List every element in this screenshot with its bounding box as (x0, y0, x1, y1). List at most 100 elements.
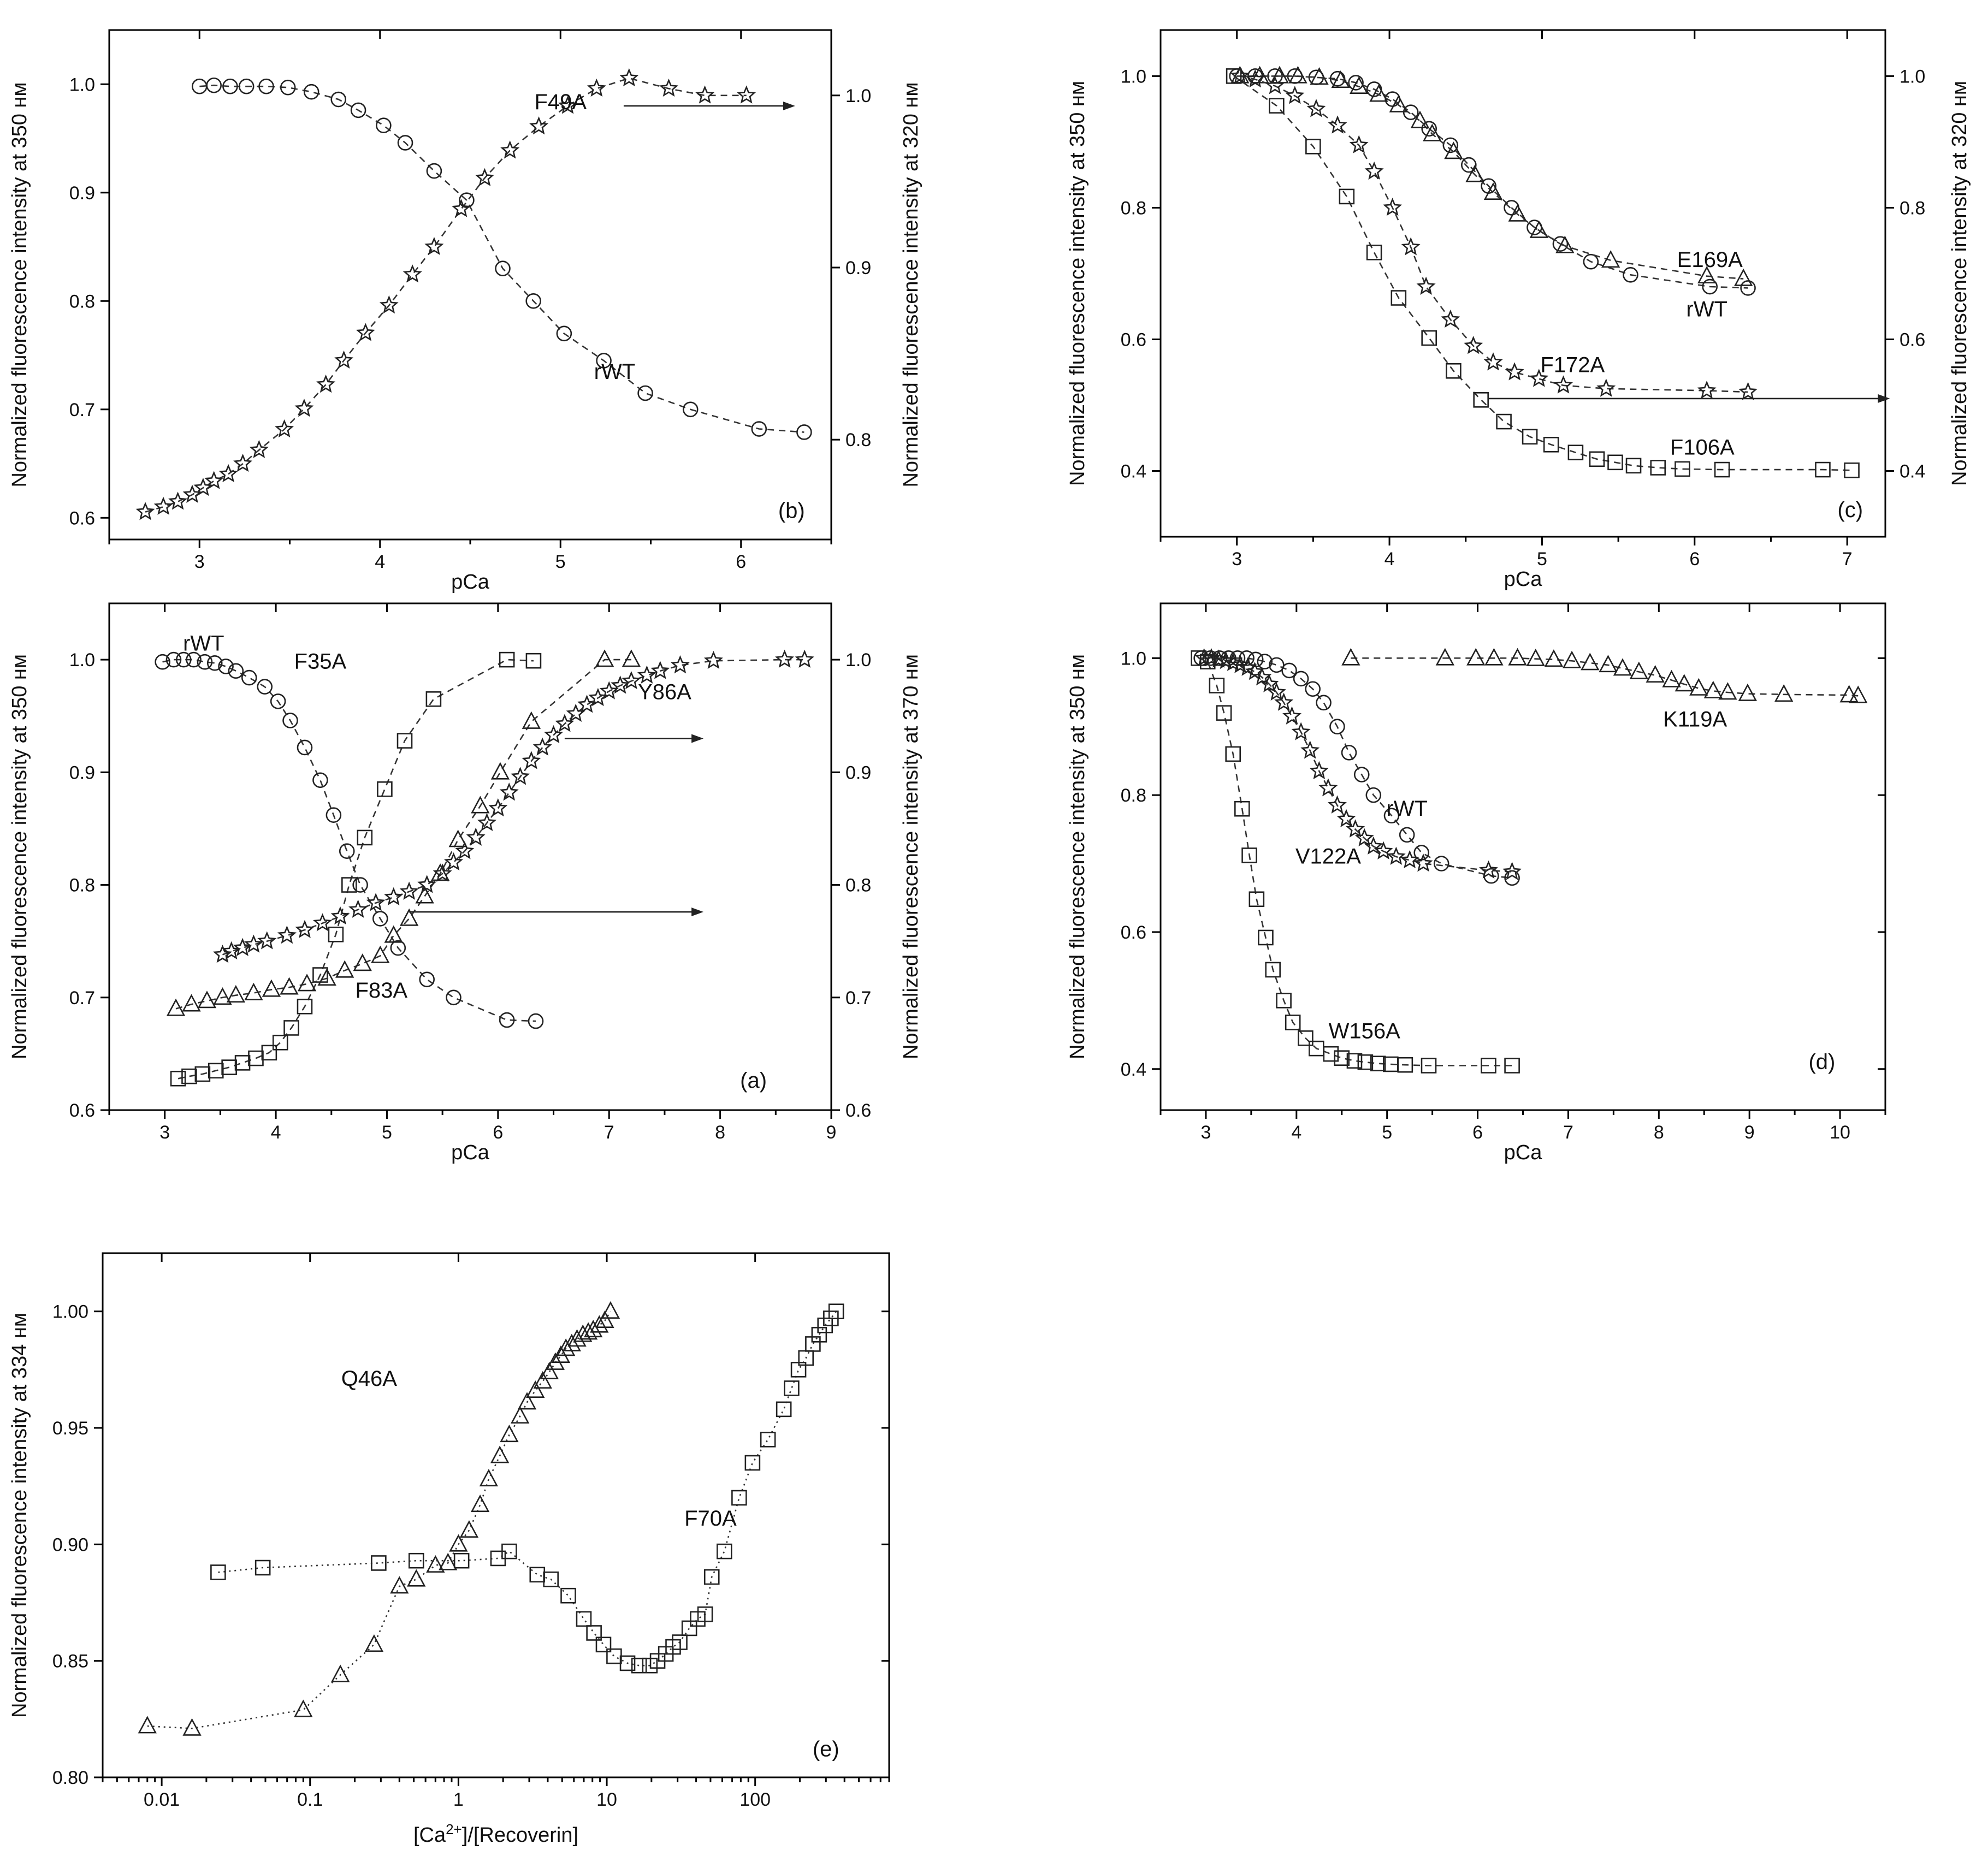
data-point-Y86A (622, 671, 641, 690)
x-tick-label: 5 (1382, 1122, 1392, 1143)
data-point-F49A (695, 85, 715, 104)
fit-line-F35A (177, 659, 534, 1080)
data-point-V122A (1346, 819, 1365, 838)
y2-tick-label: 0.9 (845, 762, 871, 783)
data-point-K119A (1703, 680, 1723, 698)
data-point-K119A (1738, 683, 1758, 701)
data-point-rWT (446, 989, 461, 1006)
data-point-rWT (1316, 695, 1332, 711)
data-point-W156A (1199, 654, 1216, 669)
fit-line-F70A (218, 1310, 837, 1667)
y-tick-label: 0.6 (1121, 329, 1146, 350)
data-point-W156A (1276, 993, 1292, 1009)
data-point-F83A (595, 649, 614, 667)
data-point-K119A (1689, 678, 1708, 696)
series-label: E169A (1677, 248, 1743, 272)
data-point-rWT (390, 940, 406, 956)
data-point-F83A (213, 987, 232, 1005)
data-point-rWT (186, 651, 202, 668)
data-point-F70A (805, 1336, 821, 1352)
data-point-E169A (1444, 141, 1463, 159)
y-tick-label: 0.90 (52, 1534, 88, 1555)
data-point-K119A (1599, 655, 1618, 673)
data-point-F70A (210, 1564, 226, 1580)
data-point-rWT (352, 877, 368, 893)
data-point-K119A (1526, 648, 1545, 666)
data-point-K119A (1544, 649, 1564, 667)
data-point-Q46A (182, 1718, 202, 1736)
data-point-Y86A (455, 841, 475, 859)
data-point-rWT (1583, 253, 1599, 270)
y2-tick-label: 0.6 (845, 1100, 871, 1121)
data-point-F70A (784, 1380, 800, 1396)
y-axis-label: Normalized fluorescence intensity at 350… (1066, 654, 1089, 1059)
y2-tick-label: 1.0 (1900, 66, 1925, 87)
data-point-E169A (1465, 164, 1484, 182)
data-point-K119A (1341, 648, 1360, 666)
data-point-F70A (776, 1401, 792, 1418)
data-point-F70A (672, 1634, 688, 1650)
data-point-F70A (408, 1552, 424, 1569)
data-point-E169A (1483, 182, 1503, 200)
data-point-Y86A (795, 649, 814, 668)
x-tick-label: 5 (382, 1122, 392, 1143)
data-point-rWT (682, 401, 699, 418)
data-point-F172A (1349, 135, 1369, 153)
data-point-F106A (1567, 444, 1584, 461)
data-point-F172A (1245, 69, 1265, 88)
data-point-rWT (1269, 657, 1285, 673)
data-point-F83A (280, 977, 299, 995)
data-point-F106A (1844, 462, 1860, 478)
x-tick-label: 4 (375, 551, 385, 572)
data-point-F49A (168, 491, 188, 510)
y-tick-label: 0.4 (1121, 461, 1146, 482)
data-point-Y86A (522, 751, 541, 769)
data-point-V122A (1336, 809, 1356, 827)
data-point-rWT (241, 669, 257, 686)
y2-tick-label: 0.7 (845, 988, 871, 1009)
y2-tick-label: 0.4 (1900, 461, 1925, 482)
data-point-Y86A (433, 863, 452, 882)
data-point-W156A (1346, 1053, 1363, 1069)
data-point-Y86A (366, 893, 386, 911)
fit-line-V122A (1204, 657, 1512, 873)
y-tick-label: 0.80 (52, 1768, 88, 1788)
series-label: F83A (355, 979, 407, 1003)
series-label: Q46A (341, 1367, 398, 1391)
x-axis-label: pCa (1504, 1141, 1543, 1164)
data-point-Q46A (459, 1520, 479, 1538)
series-label: W156A (1329, 1019, 1400, 1043)
data-point-rWT (206, 77, 222, 93)
data-point-rWT (297, 739, 313, 756)
data-point-F83A (317, 968, 336, 986)
data-point-E169A (1555, 235, 1575, 253)
x-tick-label: 0.01 (144, 1789, 180, 1810)
data-point-rWT (596, 353, 612, 369)
data-point-F172A (1483, 352, 1503, 371)
y-tick-label: 1.0 (1121, 66, 1146, 87)
data-point-E169A (1350, 76, 1369, 94)
x-tick-label: 7 (604, 1122, 614, 1143)
data-point-Q46A (590, 1315, 609, 1333)
data-point-F106A (1522, 429, 1538, 445)
x-tick-label: 6 (493, 1122, 503, 1143)
panel-c: 3 4 5 6 7 0.4 0.6 0.8 1.0 0.4 0.6 0.8 1.0 pCa Normaliz… (1066, 29, 1971, 591)
data-point-F106A (1589, 451, 1605, 467)
data-point-F49A (316, 374, 336, 393)
data-point-Q46A (407, 1569, 426, 1587)
data-point-rWT (165, 651, 182, 668)
data-point-F70A (255, 1559, 271, 1576)
data-point-E169A (1389, 94, 1408, 112)
data-point-rWT (426, 163, 442, 179)
data-point-V122A (1354, 828, 1374, 847)
data-point-Y86A (703, 650, 723, 669)
series-label: F49A (534, 90, 587, 114)
data-point-V122A (1327, 795, 1347, 814)
data-point-F70A (760, 1432, 776, 1448)
data-point-F70A (501, 1543, 517, 1559)
data-point-rWT (155, 654, 170, 670)
data-point-F49A (475, 168, 494, 186)
data-point-E169A (1601, 250, 1620, 268)
data-point-F83A (522, 711, 541, 729)
data-point-rWT (1365, 787, 1382, 803)
